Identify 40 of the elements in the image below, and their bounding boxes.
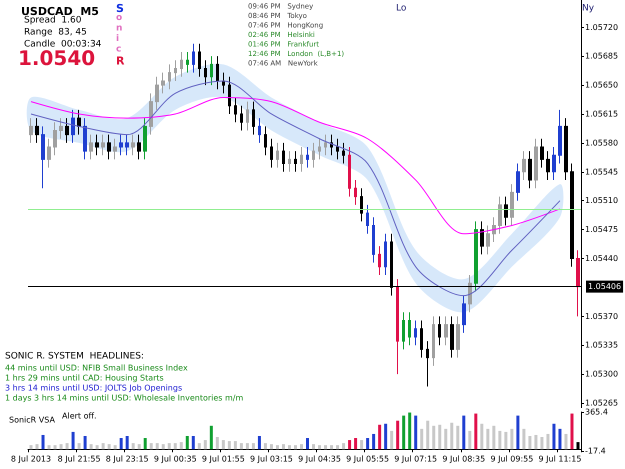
x-tick-label: 9 Jul 03:15 xyxy=(250,454,293,464)
x-tick-label: 9 Jul 11:15 xyxy=(538,454,582,464)
x-tick-label: 9 Jul 00:35 xyxy=(154,454,197,464)
y-tick-label: 1.05720 xyxy=(585,22,618,32)
annotation: Lo xyxy=(396,4,407,14)
x-tick-label: 9 Jul 08:35 xyxy=(442,454,486,464)
x-tick-label: 9 Jul 07:15 xyxy=(394,454,438,464)
x-tick-label: 9 Jul 04:35 xyxy=(298,454,341,464)
y-tick-label: 1.05370 xyxy=(585,312,618,321)
text: Ny xyxy=(582,4,595,14)
annotation: SonicR xyxy=(116,2,125,68)
y-tick-label: 365.4 xyxy=(585,408,608,416)
annotation: Spread 1.60 xyxy=(24,16,82,26)
annotation: 44 mins until USD: NFIB Small Business Index xyxy=(5,364,188,372)
y-tick-label: 1.05650 xyxy=(585,80,618,90)
y-tick-label: -17.4 xyxy=(585,446,606,456)
y-tick-label: 1.05440 xyxy=(585,254,618,264)
annotation: 3 hrs 14 mins until USD: JOLTS Job Openings xyxy=(5,384,182,392)
x-tick-label: 9 Jul 09:55 xyxy=(490,454,534,464)
chart-title: SonicR VSA xyxy=(9,416,56,424)
annotation: SONIC R. SYSTEM HEADLINES: xyxy=(5,352,144,362)
y-tick-label: 1.05685 xyxy=(585,52,618,61)
y-tick-label: 1.05510 xyxy=(585,196,618,206)
x-tick-label: 9 Jul 05:55 xyxy=(346,454,390,464)
annotation: 1 days 3 hrs 14 mins until USD: Wholesale Inventories m/m xyxy=(5,394,244,402)
annotation: Alert off. xyxy=(62,412,97,420)
annotation: 1 hrs 29 mins until CAD: Housing Starts xyxy=(5,374,164,382)
y-tick-label: 1.05300 xyxy=(585,370,618,379)
y-tick-label: 1.05580 xyxy=(585,138,618,148)
x-tick-label: 8 Jul 21:55 xyxy=(58,454,101,464)
x-tick-label: 8 Jul 2013 xyxy=(10,454,52,464)
x-tick-label: 8 Jul 23:15 xyxy=(106,454,149,464)
ref-line-label: 1.05406 xyxy=(588,282,622,292)
y-tick-label: 1.05335 xyxy=(585,340,618,350)
y-tick-label: 1.05615 xyxy=(585,109,618,118)
annotation: Range 83, 45 xyxy=(24,28,87,38)
y-tick-label: 1.05475 xyxy=(585,225,618,234)
y-tick-label: 1.05545 xyxy=(585,167,618,176)
x-tick-label: 9 Jul 01:55 xyxy=(202,454,245,464)
y-tick-label: 1.05265 xyxy=(585,398,618,408)
